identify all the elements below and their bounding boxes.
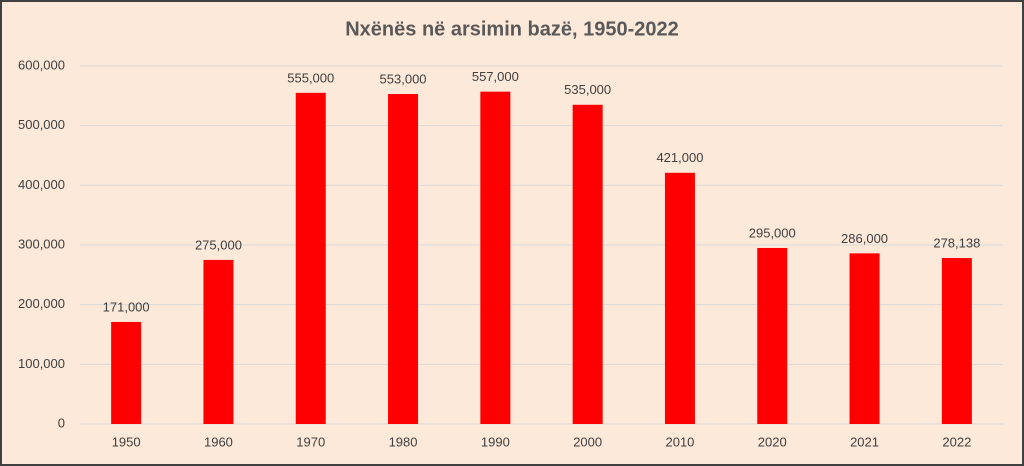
x-tick-label: 2020: [758, 434, 787, 449]
bar: [295, 92, 326, 424]
bar: [849, 253, 880, 424]
data-label: 295,000: [749, 225, 796, 240]
y-tick-label: 300,000: [18, 236, 65, 251]
bar: [111, 321, 142, 424]
data-label: 421,000: [656, 150, 703, 165]
data-label: 286,000: [841, 231, 888, 246]
x-tick-label: 2021: [850, 434, 879, 449]
bar: [480, 91, 511, 424]
bar: [203, 259, 234, 424]
data-label: 171,000: [103, 299, 150, 314]
chart-title: Nxënës në arsimin bazë, 1950-2022: [345, 18, 679, 40]
x-tick-label: 1950: [112, 434, 141, 449]
y-tick-label: 100,000: [18, 356, 65, 371]
bar: [757, 247, 788, 424]
bar: [664, 172, 695, 424]
data-label: 278,138: [933, 235, 980, 250]
y-tick-label: 600,000: [18, 57, 65, 72]
bar: [572, 104, 603, 425]
x-tick-label: 2022: [942, 434, 971, 449]
x-tick-label: 1980: [389, 434, 418, 449]
y-tick-label: 400,000: [18, 177, 65, 192]
y-tick-label: 500,000: [18, 117, 65, 132]
data-label: 553,000: [380, 71, 427, 86]
data-label: 275,000: [195, 237, 242, 252]
data-label: 535,000: [564, 82, 611, 97]
x-tick-label: 2000: [573, 434, 602, 449]
y-tick-label: 0: [58, 415, 65, 430]
x-tick-label: 1960: [204, 434, 233, 449]
data-label: 555,000: [287, 70, 334, 85]
bar: [941, 258, 972, 424]
bar: [388, 94, 419, 424]
x-tick-label: 1970: [296, 434, 325, 449]
data-label: 557,000: [472, 69, 519, 84]
y-tick-label: 200,000: [18, 296, 65, 311]
x-tick-label: 1990: [481, 434, 510, 449]
x-tick-label: 2010: [665, 434, 694, 449]
